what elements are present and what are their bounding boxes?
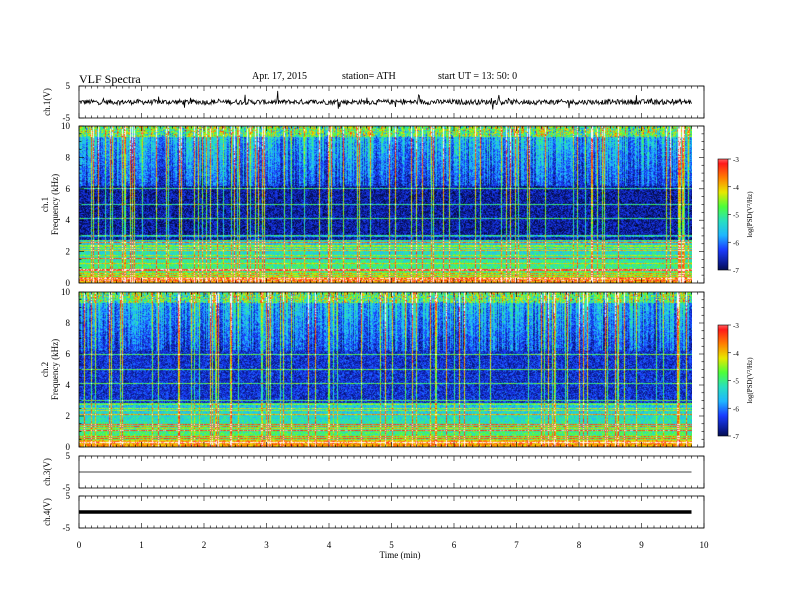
ylabel-ch4-waveform: ch.4(V) <box>42 498 52 526</box>
x-axis-label: Time (min) <box>380 550 421 560</box>
ytick-ch1-spectrogram-6: 6 <box>66 184 71 194</box>
colorbar-tick-ch1-spectrogram--7: -7 <box>733 267 739 275</box>
ytick-ch4-waveform-top: 5 <box>66 491 71 501</box>
x-tick-label-0: 0 <box>77 540 82 550</box>
chart-title: VLF Spectra <box>79 72 141 86</box>
colorbar-label-ch2-spectrogram: log(PSD(V²/Hz) <box>746 357 754 404</box>
ytick-ch4-waveform-bottom: -5 <box>63 523 71 533</box>
x-tick-label-8: 8 <box>577 540 582 550</box>
colorbar-tick-ch1-spectrogram--4: -4 <box>733 184 739 192</box>
ytick-ch2-spectrogram-8: 8 <box>66 318 71 328</box>
ytick-ch1-spectrogram-4: 4 <box>66 215 71 225</box>
colorbar-tick-ch2-spectrogram--3: -3 <box>733 322 739 330</box>
x-tick-label-5: 5 <box>389 540 394 550</box>
colorbar-tick-ch2-spectrogram--6: -6 <box>733 405 739 413</box>
ylabel-ch1-spectrogram-frequency: Frequency (kHz) <box>50 174 60 235</box>
ytick-ch2-spectrogram-0: 0 <box>66 442 71 452</box>
ytick-ch1-spectrogram-0: 0 <box>66 278 71 288</box>
x-tick-label-2: 2 <box>202 540 207 550</box>
ylabel-ch1-waveform: ch.1(V) <box>42 88 52 116</box>
x-tick-label-9: 9 <box>639 540 644 550</box>
ylabel-ch3-waveform: ch.3(V) <box>42 458 52 486</box>
ytick-ch1-waveform-bottom: -5 <box>63 113 71 123</box>
x-tick-label-10: 10 <box>700 540 710 550</box>
colorbar-tick-ch1-spectrogram--6: -6 <box>733 239 739 247</box>
panel-frame-2 <box>78 125 705 284</box>
ytick-ch2-spectrogram-6: 6 <box>66 349 71 359</box>
colorbar-tick-ch2-spectrogram--7: -7 <box>733 433 739 441</box>
ytick-ch2-spectrogram-10: 10 <box>61 287 71 297</box>
x-tick-label-1: 1 <box>139 540 144 550</box>
ytick-ch1-spectrogram-8: 8 <box>66 152 71 162</box>
colorbar-tick-ch1-spectrogram--3: -3 <box>733 156 739 164</box>
ytick-ch2-spectrogram-4: 4 <box>66 380 71 390</box>
ch2-spectrogram-image <box>79 292 692 447</box>
ytick-ch3-waveform-top: 5 <box>66 451 71 461</box>
ytick-ch1-waveform-top: 5 <box>66 81 71 91</box>
ytick-ch1-spectrogram-10: 10 <box>61 121 71 131</box>
colorbar-tick-ch1-spectrogram--5: -5 <box>733 212 739 220</box>
start-time-label: start UT = 13: 50: 0 <box>438 71 518 82</box>
colorbar-tick-ch2-spectrogram--5: -5 <box>733 378 739 386</box>
ylabel-ch2-spectrogram-channel: ch.2 <box>40 362 50 377</box>
ylabel-ch2-spectrogram-frequency: Frequency (kHz) <box>50 339 60 400</box>
x-tick-label-7: 7 <box>514 540 519 550</box>
ytick-ch2-spectrogram-2: 2 <box>66 411 71 421</box>
ytick-ch1-spectrogram-2: 2 <box>66 247 71 257</box>
ytick-ch3-waveform-bottom: -5 <box>63 483 71 493</box>
station-label: station= ATH <box>342 71 396 82</box>
x-tick-label-4: 4 <box>327 540 332 550</box>
ylabel-ch1-spectrogram-channel: ch.1 <box>40 197 50 212</box>
panel-frame-3 <box>78 291 705 448</box>
date-label: Apr. 17, 2015 <box>252 71 307 82</box>
colorbar-label-ch1-spectrogram: log(PSD(V²/Hz) <box>746 191 754 238</box>
x-tick-label-6: 6 <box>452 540 457 550</box>
ch1-waveform-trace <box>78 90 692 110</box>
ch2-colorbar <box>718 325 728 436</box>
x-tick-label-3: 3 <box>264 540 269 550</box>
ch1-colorbar <box>718 159 728 270</box>
colorbar-tick-ch2-spectrogram--4: -4 <box>733 350 739 358</box>
ch1-spectrogram-image <box>79 126 692 283</box>
